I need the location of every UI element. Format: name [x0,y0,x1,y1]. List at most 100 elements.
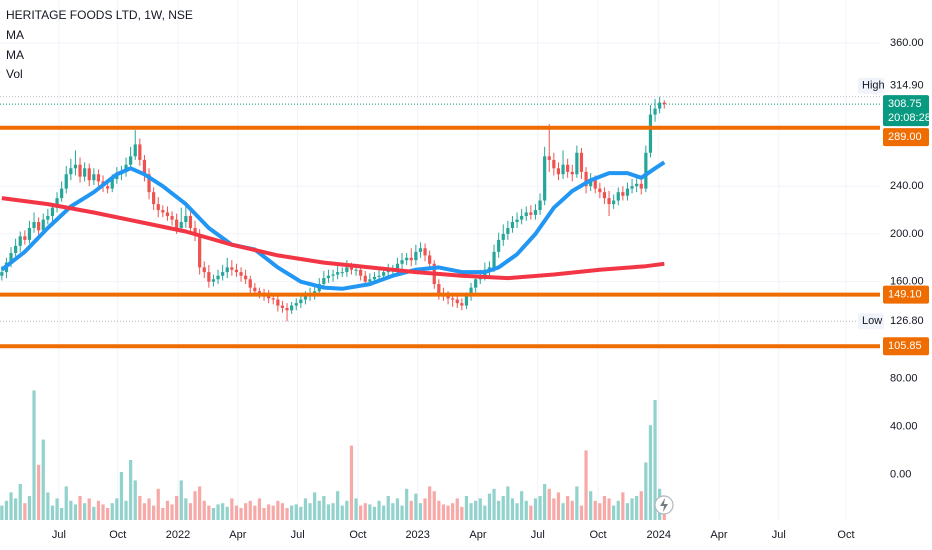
volume-bar [589,491,593,520]
x-tick-label: Oct [109,529,126,541]
volume-bar [257,498,262,520]
volume-bar [395,498,400,520]
candle-body [23,236,27,240]
volume-bar [363,503,367,520]
volume-bar [322,496,326,520]
candle-body [464,296,469,306]
candle-body [405,257,409,261]
candle-body [630,186,634,189]
candle-body [340,272,344,274]
candle-body [147,174,151,193]
volume-bar [303,498,308,520]
volume-bar [455,498,459,520]
last-price-label: 308.75 [888,98,922,110]
candle-body [106,186,110,189]
level-label-box [883,337,929,356]
candle-body [359,269,363,276]
volume-bar [73,504,78,520]
candle-body [96,174,101,182]
candle-body [409,257,413,261]
candle-body [244,275,248,280]
volume-bar [354,498,358,520]
candle-body [538,200,542,211]
x-tick-label: Apr [229,529,246,541]
volume-bar [405,488,409,520]
candle-body [69,168,73,175]
candle-body [593,180,597,189]
moving-average [1,196,665,281]
candle-body [506,227,510,234]
volume-bar [216,504,220,520]
candle-body [225,267,229,273]
volume-bar [418,503,423,520]
volume-bar [529,505,533,520]
volume-bar [179,480,183,520]
countdown-label: 20:08:28 [888,112,931,124]
candle-body [446,296,450,299]
replay-icon[interactable] [654,495,674,515]
candle-body [211,279,216,282]
volume-bar [83,503,87,520]
volume-bar [506,486,510,520]
candle-body [561,164,565,175]
candle-body [129,156,133,165]
volume-bar [294,504,298,520]
candle-body [621,192,625,196]
volume-bar [561,503,565,520]
volume-bar [653,400,657,520]
candle-body [193,227,197,234]
volume-bar [602,496,607,520]
volume-bar [161,508,165,520]
candle-body [639,183,643,189]
volume-bar [271,505,275,520]
candle-body [27,227,32,240]
volume-bar [23,503,27,520]
candle-body [202,267,206,273]
volume-bar [349,445,354,520]
volume-bar [386,496,390,520]
candle-body [175,219,179,228]
volume-bar [566,496,570,520]
x-tick-label: 2024 [646,529,670,541]
candle-body [372,276,377,280]
volume-bar [556,492,561,520]
volume-bar [464,496,469,520]
volume-pane [0,390,666,520]
volume-bar [262,508,266,520]
volume-bar [106,508,110,520]
candle-body [363,275,367,282]
volume-bar [313,492,317,520]
volume-bar [193,491,197,520]
candle-body [566,164,570,172]
volume-bar [414,493,418,520]
price-pane [0,96,666,322]
volume-bar [69,500,73,520]
candle-body [207,272,211,282]
level-label: 289.00 [888,131,922,143]
candle-body [41,219,45,231]
volume-bar [87,498,91,520]
x-tick-label: Jul [291,529,305,541]
volume-bar [267,504,271,520]
candle-body [303,296,308,300]
volume-bar [64,486,68,520]
candle-body [658,102,662,109]
volume-bar [32,390,36,520]
last-price-box [883,95,929,127]
volume-bar [276,500,280,520]
candle-body [0,272,4,276]
volume-bar [290,505,294,520]
axes: Jul Oct 2022 Apr Jul Oct 2023 Apr Jul Oct 2024 Apr J… [52,37,931,541]
level-label-box [883,128,929,147]
volume-bar [359,505,363,520]
candle-body [313,291,317,294]
volume-bar [50,505,55,520]
candle-body [326,275,331,279]
volume-bar [441,504,446,520]
x-tick-label: Jul [531,529,545,541]
candle-body [87,168,91,181]
volume-bar [188,503,193,520]
candle-body [336,272,340,275]
candle-body [556,168,561,175]
volume-bar [515,503,519,520]
